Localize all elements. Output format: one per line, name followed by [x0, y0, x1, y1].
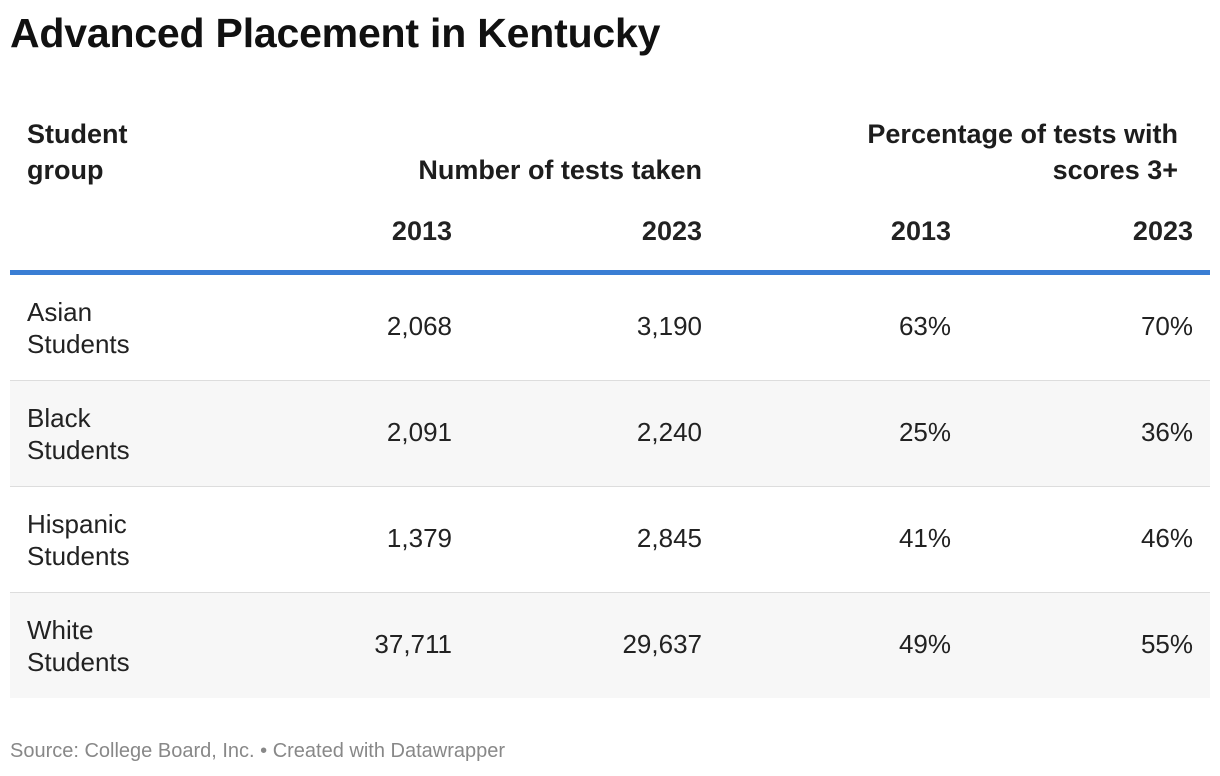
row-student-group: Asian Students	[27, 297, 130, 359]
cell-pct-2013: 25%	[898, 417, 951, 447]
cell-tests-2013: 37,711	[374, 629, 452, 659]
cell-tests-2013: 2,091	[386, 417, 452, 447]
cell-pct-2013: 49%	[898, 629, 951, 659]
row-student-group: White Students	[27, 615, 130, 677]
chart-title: Advanced Placement in Kentucky	[10, 10, 661, 56]
header-year-tests-2023: 2023	[641, 216, 702, 246]
cell-pct-2023: 70%	[1140, 311, 1193, 341]
cell-tests-2013: 1,379	[386, 523, 452, 553]
table-row: White Students 37,711 29,637 49% 55%	[10, 593, 1210, 698]
header-percentage-scores: Percentage of tests with scores 3+	[867, 119, 1178, 185]
table-header-years: 2013 2023 2013 2023	[10, 204, 1210, 275]
header-number-of-tests: Number of tests taken	[418, 155, 702, 185]
cell-tests-2023: 29,637	[622, 629, 702, 659]
cell-pct-2023: 36%	[1140, 417, 1193, 447]
cell-tests-2013: 2,068	[386, 311, 452, 341]
header-year-pct-2013: 2013	[890, 216, 951, 246]
cell-tests-2023: 3,190	[636, 311, 702, 341]
source-note: Source: College Board, Inc. • Created wi…	[10, 740, 506, 762]
header-year-tests-2013: 2013	[391, 216, 452, 246]
cell-pct-2023: 55%	[1140, 629, 1193, 659]
table-row: Hispanic Students 1,379 2,845 41% 46%	[10, 487, 1210, 593]
header-student-group: Student group	[27, 119, 128, 185]
row-student-group: Hispanic Students	[27, 509, 130, 571]
table-header-groups: Student group Number of tests taken Perc…	[10, 112, 1210, 204]
table-row: Asian Students 2,068 3,190 63% 70%	[10, 275, 1210, 381]
table-body: Asian Students 2,068 3,190 63% 70% Black Studen…	[10, 275, 1210, 698]
table-row: Black Students 2,091 2,240 25% 36%	[10, 381, 1210, 487]
header-year-pct-2023: 2023	[1132, 216, 1193, 246]
cell-tests-2023: 2,845	[636, 523, 702, 553]
cell-pct-2013: 41%	[898, 523, 951, 553]
cell-pct-2013: 63%	[898, 311, 951, 341]
data-table: Student group Number of tests taken Perc…	[10, 112, 1210, 698]
row-student-group: Black Students	[27, 403, 130, 465]
cell-tests-2023: 2,240	[636, 417, 702, 447]
cell-pct-2023: 46%	[1140, 523, 1193, 553]
